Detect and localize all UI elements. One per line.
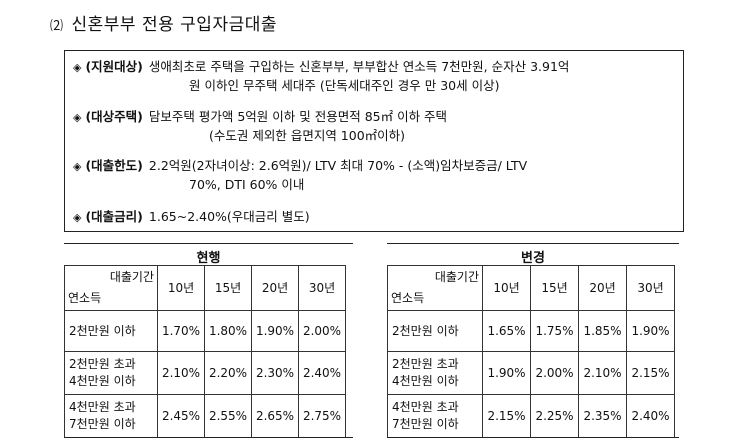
item-line1: 1.65~2.40%(우대금리 별도) [148, 209, 310, 224]
diamond-bullet-icon: ◈ [73, 160, 82, 173]
item-line2: 원 이하인 무주택 세대주 (단독세대주인 경우 만 30세 이상) [189, 78, 500, 93]
rate-table-current: 대출기간 연소득 10년 15년 20년 30년 2천만원 이하 1.70% 1… [64, 265, 346, 438]
row-header: 4천만원 초과 7천만원 이하 [64, 394, 158, 438]
header-income: 연소득 [391, 291, 425, 305]
row-label: 4천만원 이하 [69, 374, 136, 388]
row-header: 2천만원 초과 4천만원 이하 [64, 351, 158, 395]
item-loan-limit: ◈ (대출한도) 2.2억원(2자녀이상: 2.6억원)/ LTV 최대 70% -… [73, 156, 528, 192]
rate-cell: 2.65% [251, 394, 299, 438]
rate-cell: 2.55% [204, 394, 252, 438]
item-line2: (수도권 제외한 읍면지역 100㎡이하) [209, 128, 406, 143]
rate-cell: 2.40% [298, 351, 346, 395]
row-header: 2천만원 이하 [64, 310, 158, 352]
item-label: (대상주택) [85, 109, 143, 124]
rate-cell: 1.85% [578, 310, 627, 352]
section-title: ⑵ 신혼부부 전용 구입자금대출 [50, 10, 277, 35]
row-header: 2천만원 초과 4천만원 이하 [387, 351, 483, 395]
row-label: 4천만원 이하 [392, 374, 459, 388]
rate-cell: 2.20% [204, 351, 252, 395]
rate-cell: 2.25% [530, 394, 579, 438]
table-caption-changed: 변경 [521, 251, 545, 266]
item-line1: 2.2억원(2자녀이상: 2.6억원)/ LTV 최대 70% - (소액)임차… [148, 158, 528, 173]
table-bottom-rule [64, 437, 353, 438]
section-title-text: 신혼부부 전용 구입자금대출 [71, 15, 278, 35]
rate-cell: 2.35% [578, 394, 627, 438]
rate-cell: 1.65% [482, 310, 531, 352]
item-interest-rate: ◈ (대출금리) 1.65~2.40%(우대금리 별도) [73, 207, 310, 227]
table-top-rule [387, 243, 679, 244]
column-header: 20년 [251, 265, 299, 311]
row-label: 2천만원 이하 [392, 323, 459, 338]
row-label: 2천만원 이하 [69, 323, 136, 338]
diamond-bullet-icon: ◈ [73, 211, 82, 224]
item-target-housing: ◈ (대상주택) 담보주택 평가액 5억원 이하 및 전용면적 85㎡ 이하 주택 … [73, 107, 448, 143]
rate-cell: 2.00% [298, 310, 346, 352]
table-corner-header: 대출기간 연소득 [387, 265, 483, 311]
rate-cell: 2.10% [578, 351, 627, 395]
diamond-bullet-icon: ◈ [73, 111, 82, 124]
row-label: 4천만원 초과 [392, 400, 459, 414]
row-label: 2천만원 초과 [69, 357, 136, 371]
column-header: 30년 [298, 265, 346, 311]
item-line2: 70%, DTI 60% 이내 [189, 177, 305, 192]
diamond-bullet-icon: ◈ [73, 61, 82, 74]
rate-cell: 2.15% [482, 394, 531, 438]
rate-cell: 2.10% [157, 351, 205, 395]
rate-cell: 1.80% [204, 310, 252, 352]
row-label: 2천만원 초과 [392, 357, 459, 371]
header-period: 대출기간 [109, 270, 154, 284]
rate-cell: 2.40% [626, 394, 675, 438]
table-row: 4천만원 초과 7천만원 이하 2.15% 2.25% 2.35% 2.40% [387, 394, 675, 438]
table-header-row: 대출기간 연소득 10년 15년 20년 30년 [64, 265, 346, 311]
table-bottom-rule [387, 437, 679, 438]
rate-cell: 1.75% [530, 310, 579, 352]
rate-cell: 2.00% [530, 351, 579, 395]
table-row: 2천만원 이하 1.70% 1.80% 1.90% 2.00% [64, 310, 346, 352]
row-header: 4천만원 초과 7천만원 이하 [387, 394, 483, 438]
rate-cell: 2.15% [626, 351, 675, 395]
table-caption-current: 현행 [196, 251, 221, 266]
item-label: (지원대상) [85, 59, 143, 74]
item-eligibility: ◈ (지원대상) 생애최초로 주택을 구입하는 신혼부부, 부부합산 연소득 7천만… [73, 57, 570, 93]
column-header: 30년 [626, 265, 675, 311]
table-row: 2천만원 초과 4천만원 이하 2.10% 2.20% 2.30% 2.40% [64, 351, 346, 395]
header-period: 대출기간 [434, 270, 479, 284]
rate-cell: 2.45% [157, 394, 205, 438]
rate-cell: 2.30% [251, 351, 299, 395]
table-row: 2천만원 초과 4천만원 이하 1.90% 2.00% 2.10% 2.15% [387, 351, 675, 395]
table-header-row: 대출기간 연소득 10년 15년 20년 30년 [387, 265, 675, 311]
table-top-rule [64, 243, 353, 244]
rate-cell: 1.90% [626, 310, 675, 352]
rate-cell: 2.75% [298, 394, 346, 438]
rate-cell: 1.90% [482, 351, 531, 395]
column-header: 10년 [482, 265, 531, 311]
rate-cell: 1.70% [157, 310, 205, 352]
row-header: 2천만원 이하 [387, 310, 483, 352]
rate-cell: 1.90% [251, 310, 299, 352]
header-income: 연소득 [68, 291, 102, 305]
column-header: 20년 [578, 265, 627, 311]
item-label: (대출한도) [85, 158, 143, 173]
rate-table-changed: 대출기간 연소득 10년 15년 20년 30년 2천만원 이하 1.65% 1… [387, 265, 675, 438]
item-label: (대출금리) [85, 209, 143, 224]
table-corner-header: 대출기간 연소득 [64, 265, 158, 311]
row-label: 7천만원 이하 [392, 417, 459, 431]
column-header: 10년 [157, 265, 205, 311]
table-row: 4천만원 초과 7천만원 이하 2.45% 2.55% 2.65% 2.75% [64, 394, 346, 438]
column-header: 15년 [530, 265, 579, 311]
column-header: 15년 [204, 265, 252, 311]
table-row: 2천만원 이하 1.65% 1.75% 1.85% 1.90% [387, 310, 675, 352]
row-label: 4천만원 초과 [69, 400, 136, 414]
row-label: 7천만원 이하 [69, 417, 136, 431]
section-number: ⑵ [50, 19, 64, 34]
item-line1: 담보주택 평가액 5억원 이하 및 전용면적 85㎡ 이하 주택 [148, 109, 448, 124]
info-box: ◈ (지원대상) 생애최초로 주택을 구입하는 신혼부부, 부부합산 연소득 7천만… [64, 50, 684, 232]
item-line1: 생애최초로 주택을 구입하는 신혼부부, 부부합산 연소득 7천만원, 순자산 … [148, 59, 570, 74]
